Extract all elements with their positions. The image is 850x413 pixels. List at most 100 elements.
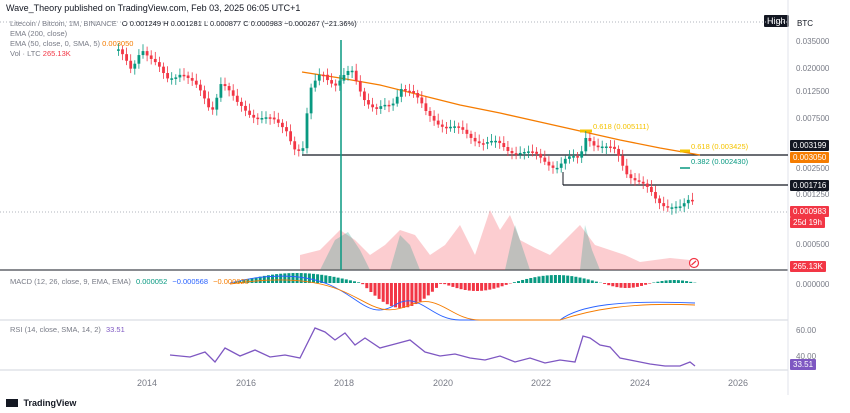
price-tag-ema: 0.003050	[790, 152, 830, 163]
legend-ema50[interactable]: EMA (50, close, 0, SMA, 5) 0.003050	[10, 39, 133, 48]
macd-bar	[418, 283, 422, 302]
macd-bar	[439, 283, 443, 284]
macd-bar	[566, 275, 570, 283]
time-label-2020: 2020	[433, 378, 454, 388]
time-label-2022: 2022	[531, 378, 552, 388]
candle-body	[645, 183, 649, 187]
fib-label-3: 0.382 (0.002430)	[691, 157, 749, 166]
macd-bar	[262, 275, 266, 283]
macd-bar	[541, 275, 545, 283]
candle-body	[248, 110, 251, 115]
candle-body	[600, 146, 604, 149]
macd-bar	[365, 283, 369, 289]
candle-body	[125, 54, 128, 61]
candle-body	[121, 49, 124, 55]
candle-body	[404, 89, 407, 91]
macd-bar	[582, 278, 586, 283]
macd-bar	[648, 283, 652, 284]
macd-bar	[496, 283, 500, 288]
footer-brand-text: TradingView	[23, 398, 77, 408]
price-label-1: 0.035000	[796, 37, 830, 46]
rsi-axis-60: 60.00	[796, 326, 817, 335]
macd-bar	[521, 279, 525, 283]
legend-volume[interactable]: Vol · LTC 265.13K	[10, 49, 71, 58]
candle-body	[227, 86, 231, 91]
legend-symbol[interactable]: Litecoin / Bitcoin, 1M, BINANCE O 0.0012…	[10, 19, 357, 28]
macd-bar	[373, 283, 377, 296]
macd-bar	[443, 283, 447, 285]
price-tag-last: 0.000983	[790, 206, 830, 217]
candle-body	[330, 80, 333, 84]
candle-body	[375, 107, 379, 109]
macd-bar	[553, 275, 557, 283]
candle-body	[494, 140, 497, 143]
macd-legend[interactable]: MACD (12, 26, close, 9, EMA, EMA) 0.0000…	[10, 277, 249, 286]
macd-bar	[353, 281, 356, 283]
candle-body	[440, 124, 444, 127]
rsi-legend[interactable]: RSI (14, close, SMA, 14, 2) 33.51	[10, 325, 125, 334]
candle-body	[190, 78, 194, 81]
candle-body	[670, 207, 674, 209]
candle-body	[379, 106, 383, 109]
macd-bar	[558, 275, 561, 283]
macd-bar	[295, 273, 299, 283]
macd-bar	[402, 283, 406, 308]
macd-bar	[398, 283, 402, 308]
rsi-value: 33.51	[105, 325, 125, 334]
macd-signal-line	[229, 279, 696, 321]
candle-body	[584, 138, 588, 152]
candle-body	[276, 119, 280, 123]
candle-body	[498, 140, 502, 144]
candle-body	[596, 145, 600, 148]
candle-body	[641, 181, 645, 184]
time-label-2018: 2018	[334, 378, 355, 388]
rsi-axis-40: 40.00	[796, 352, 817, 361]
candlesticks	[117, 43, 694, 215]
macd-bar	[451, 283, 455, 287]
macd-bar	[287, 273, 291, 283]
candle-body	[539, 153, 543, 158]
macd-bar	[529, 278, 533, 283]
candle-body	[350, 70, 354, 73]
macd-bar	[627, 283, 631, 288]
candle-body	[686, 199, 690, 204]
candle-body	[547, 161, 551, 166]
candle-body	[563, 158, 567, 164]
macd-bar	[480, 283, 484, 291]
macd-bar	[320, 274, 324, 283]
candle-body	[223, 84, 227, 87]
price-label-2: 0.020000	[796, 64, 830, 73]
candle-body	[293, 141, 297, 150]
candle-body	[383, 104, 387, 107]
candle-body	[240, 101, 243, 106]
candle-body	[465, 129, 469, 134]
macd-bar	[275, 274, 279, 283]
candle-body	[354, 70, 358, 82]
macd-bar	[549, 275, 553, 283]
macd-bar	[238, 281, 242, 283]
ema-line	[301, 71, 701, 156]
candle-body	[371, 104, 374, 108]
macd-bar	[660, 280, 664, 283]
candle-body	[289, 131, 292, 142]
candle-body	[617, 148, 620, 156]
price-label-7: 0.000500	[796, 240, 830, 249]
candle-body	[256, 117, 260, 120]
candle-body	[588, 138, 592, 142]
candle-body	[621, 155, 625, 166]
candle-body	[231, 90, 235, 96]
candle-body	[555, 167, 559, 170]
candle-body	[428, 110, 432, 116]
candle-body	[129, 60, 133, 69]
macd-bar	[676, 280, 680, 283]
macd-bar	[603, 283, 607, 284]
footer-brand[interactable]: TradingView	[6, 398, 76, 408]
candle-body	[502, 143, 506, 148]
legend-ema200[interactable]: EMA (200, close)	[10, 29, 68, 38]
candle-body	[481, 143, 485, 145]
macd-bar	[348, 280, 352, 283]
candle-body	[568, 156, 571, 159]
candle-body	[432, 115, 436, 121]
price-tag-support: 0.001716	[790, 180, 830, 191]
